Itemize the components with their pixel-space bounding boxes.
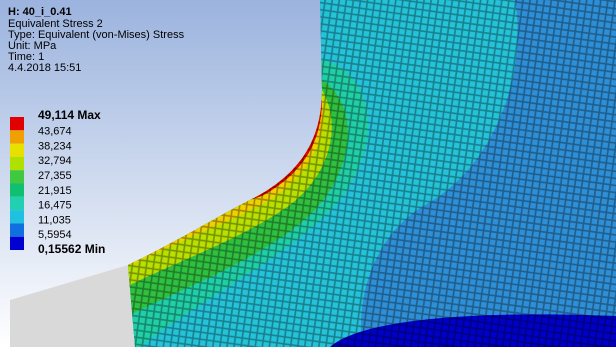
legend-label: 43,674 xyxy=(38,126,72,138)
legend-swatch xyxy=(10,157,24,170)
legend-swatch xyxy=(10,184,24,197)
legend-swatch xyxy=(10,223,24,236)
info-line: 4.4.2018 15:51 xyxy=(8,62,81,74)
legend-swatch xyxy=(10,237,24,250)
legend-label: 49,114 Max xyxy=(38,108,101,122)
legend-label: 27,355 xyxy=(38,170,72,182)
result-title: H: 40_i_0.41 xyxy=(8,6,72,18)
page: H: 40_i_0.41 Equivalent Stress 2Type: Eq… xyxy=(0,0,616,352)
legend-label: 21,915 xyxy=(38,185,72,197)
legend-label: 32,794 xyxy=(38,155,72,167)
legend-swatch xyxy=(10,117,24,130)
legend-label: 0,15562 Min xyxy=(38,242,105,256)
legend-swatch xyxy=(10,210,24,223)
legend-label: 16,475 xyxy=(38,200,72,212)
legend-swatch xyxy=(10,197,24,210)
legend-label: 11,035 xyxy=(38,214,71,226)
viewport: H: 40_i_0.41 Equivalent Stress 2Type: Eq… xyxy=(0,0,616,347)
legend-swatch xyxy=(10,144,24,157)
legend-swatch xyxy=(10,170,24,183)
legend-label: 5,5954 xyxy=(38,229,72,241)
legend-swatch xyxy=(10,130,24,143)
legend-label: 38,234 xyxy=(38,140,72,152)
